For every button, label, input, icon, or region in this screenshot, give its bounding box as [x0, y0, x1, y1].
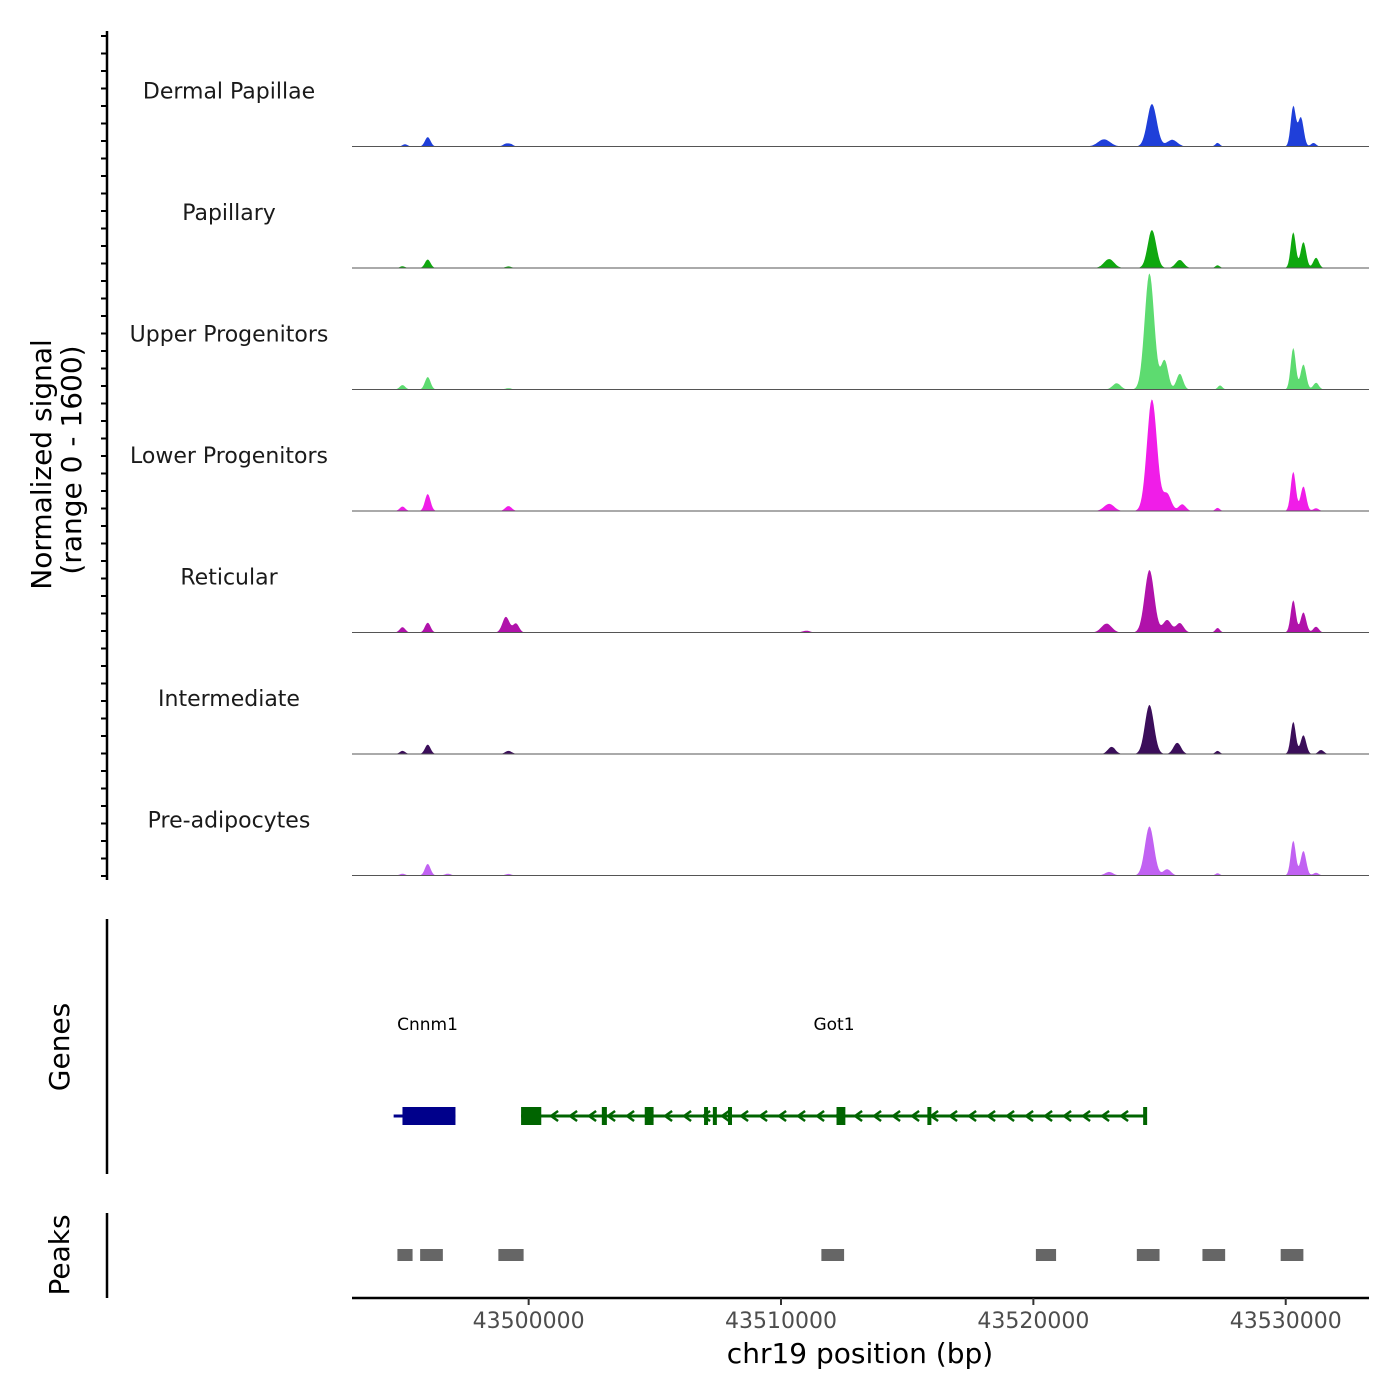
strand-arrow-icon	[1042, 1109, 1053, 1123]
genes-layer: Cnnm1 Got1	[393, 1015, 1148, 1125]
signal-area	[352, 704, 1369, 754]
gene-exon	[1143, 1107, 1148, 1125]
gene-exon	[402, 1107, 456, 1125]
gene-exon	[836, 1107, 846, 1125]
track-label: Dermal Papillae	[143, 80, 315, 105]
track-pre-adipocytes: Pre-adipocytes	[148, 809, 1369, 876]
strand-arrow-icon	[871, 1109, 882, 1123]
gene-got1: Got1	[521, 1015, 1148, 1125]
x-tick-label: 43530000	[1230, 1309, 1342, 1334]
gene-exon	[728, 1107, 733, 1125]
peak-region	[1035, 1249, 1057, 1261]
y-axis-title-line-2: (range 0 - 1600)	[55, 345, 88, 574]
strand-arrow-icon	[814, 1109, 825, 1123]
strand-arrow-icon	[757, 1109, 768, 1123]
track-reticular: Reticular	[180, 566, 1369, 633]
peak-region	[498, 1249, 524, 1261]
track-upper-progenitors: Upper Progenitors	[130, 273, 1369, 390]
signal-tracks: Dermal Papillae Papillary Upper Progenitor…	[130, 80, 1369, 876]
strand-arrow-icon	[947, 1109, 958, 1123]
track-label: Papillary	[182, 201, 276, 226]
x-axis-ticks: 43500000 43510000 43520000 43530000	[473, 1298, 1342, 1334]
x-tick-label: 43500000	[473, 1309, 585, 1334]
track-label: Lower Progenitors	[130, 444, 328, 469]
x-axis-title: chr19 position (bp)	[727, 1337, 993, 1370]
peak-region	[1136, 1249, 1160, 1261]
strand-arrow-icon	[681, 1109, 692, 1123]
strand-arrow-icon	[1023, 1109, 1034, 1123]
peaks-layer	[397, 1249, 1304, 1261]
track-label: Pre-adipocytes	[148, 809, 311, 834]
strand-arrow-icon	[776, 1109, 787, 1123]
genes-track-label: Genes	[43, 1003, 76, 1091]
track-label: Reticular	[180, 566, 278, 591]
peak-region	[1202, 1249, 1226, 1261]
strand-arrow-icon	[1004, 1109, 1015, 1123]
track-papillary: Papillary	[182, 201, 1369, 269]
gene-exon	[644, 1107, 654, 1125]
strand-arrow-icon	[719, 1109, 730, 1123]
track-label: Upper Progenitors	[130, 323, 329, 348]
strand-arrow-icon	[662, 1109, 673, 1123]
strand-arrow-icon	[1080, 1109, 1091, 1123]
strand-arrow-icon	[738, 1109, 749, 1123]
signal-left-axis-ticks	[101, 35, 107, 877]
gene-exon	[927, 1107, 932, 1125]
gene-cnnm1: Cnnm1	[393, 1015, 458, 1125]
strand-arrow-icon	[890, 1109, 901, 1123]
peak-region	[420, 1249, 443, 1261]
gene-exon	[704, 1107, 709, 1125]
strand-arrow-icon	[1061, 1109, 1072, 1123]
signal-area	[352, 230, 1369, 268]
peak-region	[1280, 1249, 1304, 1261]
strand-arrow-icon	[909, 1109, 920, 1123]
strand-arrow-icon	[586, 1109, 597, 1123]
peaks-track-label: Peaks	[43, 1214, 76, 1295]
gene-exon	[521, 1107, 542, 1125]
track-lower-progenitors: Lower Progenitors	[130, 399, 1369, 512]
gene-label: Cnnm1	[397, 1015, 458, 1035]
gene-label: Got1	[813, 1015, 854, 1035]
strand-arrow-icon	[1099, 1109, 1110, 1123]
strand-arrow-icon	[624, 1109, 635, 1123]
strand-arrow-icon	[567, 1109, 578, 1123]
strand-arrow-icon	[605, 1109, 616, 1123]
signal-area	[352, 399, 1369, 511]
x-tick-label: 43510000	[725, 1309, 837, 1334]
track-intermediate: Intermediate	[158, 687, 1369, 755]
strand-arrow-icon	[852, 1109, 863, 1123]
signal-area	[352, 570, 1369, 633]
signal-area	[352, 273, 1369, 390]
strand-arrow-icon	[985, 1109, 996, 1123]
peak-region	[397, 1249, 413, 1261]
y-axis-title-line-1: Normalized signal	[25, 339, 58, 590]
track-dermal-papillae: Dermal Papillae	[143, 80, 1369, 147]
signal-area	[352, 104, 1369, 147]
y-axis-title: Normalized signal (range 0 - 1600)	[25, 330, 88, 589]
gene-exon	[712, 1107, 717, 1125]
strand-arrow-icon	[795, 1109, 806, 1123]
x-tick-label: 43520000	[977, 1309, 1089, 1334]
strand-arrow-icon	[966, 1109, 977, 1123]
track-label: Intermediate	[158, 687, 300, 712]
strand-arrow-icon	[548, 1109, 559, 1123]
strand-arrow-icon	[1118, 1109, 1129, 1123]
signal-area	[352, 826, 1369, 876]
peak-region	[821, 1249, 845, 1261]
gene-exon	[601, 1107, 607, 1125]
